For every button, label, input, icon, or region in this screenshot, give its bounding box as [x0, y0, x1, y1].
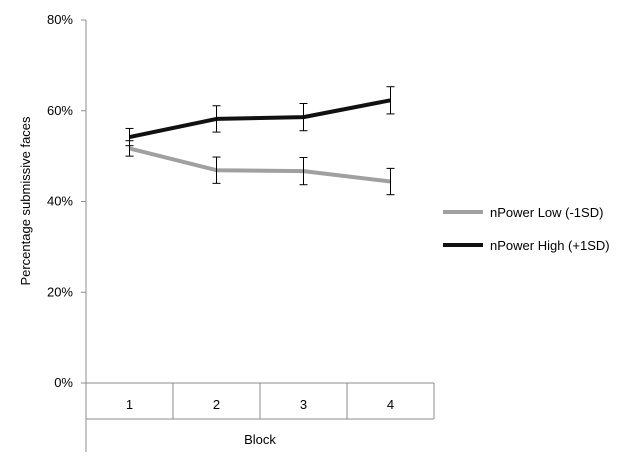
y-tick-label: 60% [47, 103, 73, 118]
y-tick-label: 20% [47, 284, 73, 299]
y-axis-title: Percentage submissive faces [18, 116, 33, 286]
x-tick-label: 3 [300, 397, 307, 412]
legend-label: nPower Low (-1SD) [490, 205, 603, 220]
series-line [129, 98, 391, 140]
error-bar [125, 127, 134, 147]
x-tick-label: 1 [126, 397, 133, 412]
x-axis-title: Block [244, 432, 276, 447]
series-line [129, 146, 391, 184]
x-ticks: 1 2 3 4 [126, 383, 394, 419]
error-bar [299, 102, 308, 132]
error-bar [386, 86, 395, 115]
y-tick-label: 40% [47, 194, 73, 209]
legend-label: nPower High (+1SD) [490, 238, 610, 253]
error-bar [212, 105, 221, 133]
y-tick-label: 80% [47, 12, 73, 27]
x-tick-label: 2 [213, 397, 220, 412]
y-tick-label: 0% [54, 375, 73, 390]
y-ticks: 0% 20% 40% 60% 80% [47, 12, 86, 390]
legend: nPower Low (-1SD) nPower High (+1SD) [443, 205, 610, 253]
series [125, 86, 395, 196]
x-tick-label: 4 [387, 397, 394, 412]
error-bar [212, 156, 221, 184]
error-bar [386, 167, 395, 196]
error-bar [299, 156, 308, 186]
